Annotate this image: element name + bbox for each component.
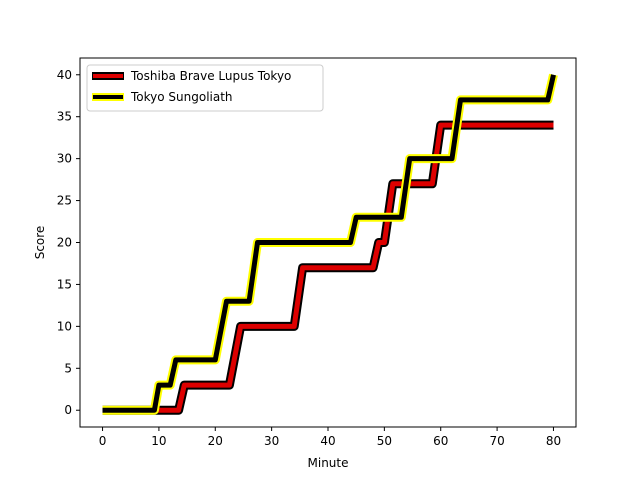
series-2-line [102,74,556,413]
y-tick-label: 40 [57,68,72,82]
x-tick-label: 80 [546,434,561,448]
x-tick-label: 0 [99,434,107,448]
y-tick-label: 30 [57,152,72,166]
y-axis-label: Score [33,226,47,260]
y-axis: 0 5 10 15 20 25 30 35 40 [57,68,80,417]
legend: Toshiba Brave Lupus Tokyo Tokyo Sungolia… [86,64,324,112]
y-tick-label: 5 [64,361,72,375]
y-tick-label: 10 [57,319,72,333]
x-tick-label: 60 [433,434,448,448]
y-tick-label: 15 [57,277,72,291]
x-axis-label: Minute [308,456,349,470]
series-layer [102,73,558,415]
y-tick-label: 35 [57,110,72,124]
legend-entry-2: Tokyo Sungoliath [92,90,233,104]
x-tick-label: 70 [489,434,504,448]
y-tick-label: 20 [57,236,72,250]
legend-label: Toshiba Brave Lupus Tokyo [130,69,291,83]
legend-label: Tokyo Sungoliath [130,90,233,104]
legend-box [86,64,324,112]
x-tick-label: 20 [208,434,223,448]
x-axis: 0 10 20 30 40 50 60 70 80 [99,427,561,448]
y-tick-label: 25 [57,194,72,208]
x-tick-label: 50 [377,434,392,448]
y-tick-label: 0 [64,403,72,417]
x-tick-label: 30 [264,434,279,448]
x-tick-label: 10 [151,434,166,448]
x-tick-label: 40 [320,434,335,448]
series-1-line [102,122,554,413]
legend-entry-1: Toshiba Brave Lupus Tokyo [92,69,291,83]
